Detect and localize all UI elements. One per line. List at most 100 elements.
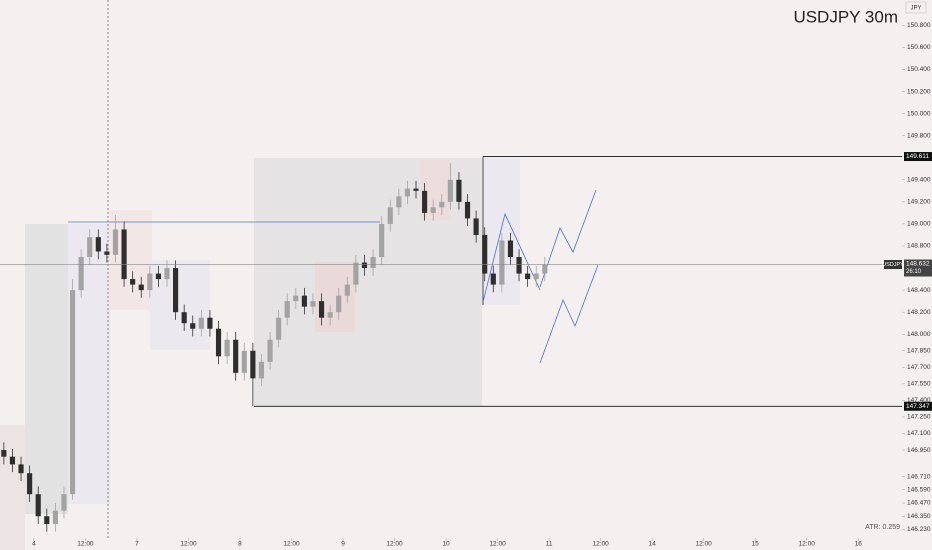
x-tick-label: 12:00 — [489, 541, 506, 548]
countdown-label: 26:10 — [906, 269, 922, 275]
currency-box — [905, 1, 927, 14]
candle-body — [258, 361, 265, 379]
candle-body — [52, 510, 58, 524]
candle-body — [404, 188, 410, 197]
x-tick-label: 9 — [341, 541, 345, 548]
candle-body — [112, 229, 119, 255]
x-tick-label: 12:00 — [696, 541, 713, 548]
last-price-label: 148.632 — [906, 261, 930, 268]
candle-body — [464, 201, 471, 219]
candle-body — [190, 323, 196, 329]
y-tick-label: 146.950 — [907, 447, 931, 454]
candle-body — [130, 279, 136, 285]
candle-body — [344, 284, 350, 296]
candle-body — [293, 295, 299, 302]
y-tick-label: 146.350 — [907, 513, 931, 520]
y-tick-label: 149.400 — [907, 177, 931, 184]
level-label: 147.347 — [906, 403, 930, 410]
y-tick-label: 148.400 — [907, 287, 931, 294]
candle-body — [490, 273, 496, 285]
candle-body — [370, 257, 376, 269]
candle-body — [542, 264, 548, 274]
y-tick-label: 147.700 — [907, 364, 931, 371]
candle-body — [87, 237, 93, 258]
candle-body — [276, 317, 282, 340]
candle-body — [121, 229, 127, 280]
candle-body — [173, 268, 179, 313]
x-tick-label: 15 — [752, 541, 760, 548]
y-tick-label: 148.200 — [907, 309, 931, 316]
candle-body — [104, 251, 110, 255]
candle-body — [267, 339, 273, 362]
x-tick-label: 12:00 — [799, 541, 816, 548]
candle-body — [164, 268, 170, 280]
x-tick-label: 11 — [546, 541, 553, 548]
candle-body — [215, 328, 222, 357]
y-tick-label: 146.710 — [907, 473, 931, 480]
candle-body — [353, 262, 359, 285]
candle-body — [310, 301, 316, 307]
candle-body — [507, 240, 514, 258]
candle-body — [147, 273, 153, 291]
candle-body — [318, 301, 325, 318]
y-tick-label: 148.800 — [907, 243, 931, 250]
candle-body — [456, 179, 462, 202]
x-tick-label: 16 — [855, 541, 863, 548]
x-tick-label: 12:00 — [180, 541, 197, 548]
candle-body — [499, 240, 505, 285]
chart-title: USDJPY 30m — [793, 7, 898, 26]
symbol-box — [884, 260, 902, 270]
session-box — [150, 260, 210, 350]
session-box — [315, 262, 355, 332]
candle-body — [138, 284, 144, 291]
candle-body — [422, 190, 428, 213]
candle-body — [387, 207, 393, 224]
candle-body — [181, 312, 187, 324]
candle-body — [516, 257, 522, 274]
y-tick-label: 150.600 — [907, 44, 931, 51]
candle-body — [473, 218, 479, 235]
projection-down — [539, 264, 599, 364]
level-label-box — [904, 152, 932, 162]
y-tick-label: 150.800 — [907, 22, 931, 29]
candle-body — [95, 237, 101, 252]
y-tick-label: 147.400 — [907, 397, 931, 404]
y-tick-label: 146.470 — [907, 500, 931, 507]
candle-body — [78, 257, 84, 291]
session-box — [25, 224, 68, 514]
currency: JPY — [910, 6, 921, 12]
candle-body — [396, 196, 402, 208]
session-boxes — [0, 158, 520, 550]
candle-body — [379, 223, 385, 258]
candle-body — [69, 290, 76, 495]
candle-body — [250, 350, 256, 379]
y-tick-label: 147.550 — [907, 381, 931, 388]
candle-body — [439, 201, 445, 208]
y-tick-label: 149.800 — [907, 132, 931, 139]
x-tick-label: 14 — [649, 541, 657, 548]
candle-body — [284, 301, 290, 318]
y-tick-label: 147.250 — [907, 414, 931, 421]
y-tick-label: 150.000 — [907, 110, 931, 117]
candle-body — [533, 273, 539, 280]
x-tick-label: 8 — [238, 541, 242, 548]
y-tick-label: 146.230 — [907, 526, 931, 533]
level-label: 149.611 — [906, 153, 929, 160]
level-label-box — [904, 401, 932, 411]
y-tick-label: 150.200 — [907, 88, 931, 95]
candle-body — [35, 494, 41, 517]
x-tick-label: 12:00 — [283, 541, 300, 548]
y-tick-label: 147.100 — [907, 430, 931, 437]
x-tick-label: 12:00 — [77, 541, 94, 548]
y-tick-label: 148.000 — [907, 331, 931, 338]
candle-body — [430, 207, 436, 213]
y-tick-label: 149.200 — [907, 199, 931, 206]
candle-body — [155, 273, 161, 280]
candle-body — [61, 494, 67, 511]
candle-body — [327, 312, 333, 318]
y-tick-label: 146.590 — [907, 486, 931, 493]
x-tick-label: 12:00 — [386, 541, 403, 548]
candle-body — [27, 473, 33, 495]
candle-body — [447, 179, 453, 202]
